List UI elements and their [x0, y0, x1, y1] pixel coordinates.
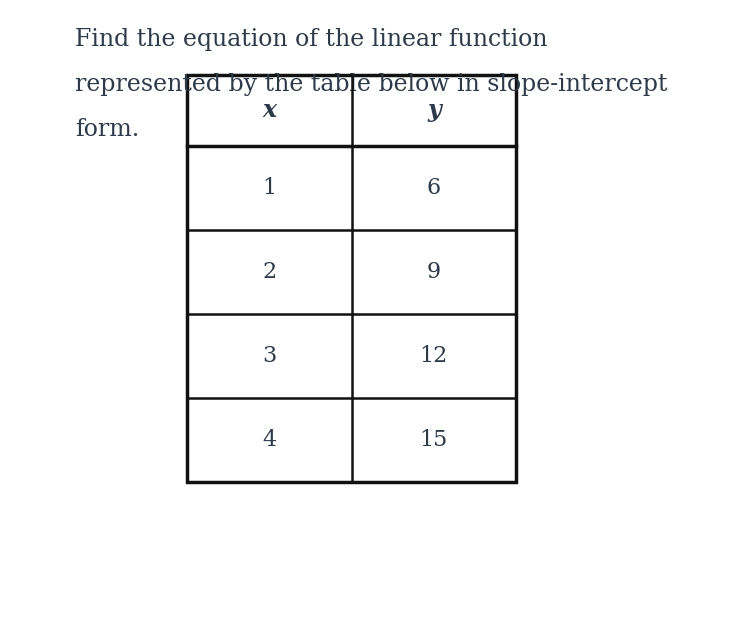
- Text: x: x: [263, 98, 276, 123]
- Text: 6: 6: [427, 177, 441, 199]
- Text: 1: 1: [263, 177, 276, 199]
- Text: represented by the table below in slope-intercept: represented by the table below in slope-…: [75, 73, 667, 96]
- Text: 3: 3: [262, 345, 277, 367]
- Text: 15: 15: [420, 429, 448, 451]
- Text: 12: 12: [420, 345, 448, 367]
- Text: 4: 4: [263, 429, 276, 451]
- Text: 9: 9: [427, 261, 441, 283]
- Text: Find the equation of the linear function: Find the equation of the linear function: [75, 28, 548, 51]
- Text: form.: form.: [75, 118, 139, 141]
- Bar: [187, 75, 516, 482]
- Text: y: y: [427, 98, 441, 123]
- Text: 2: 2: [263, 261, 276, 283]
